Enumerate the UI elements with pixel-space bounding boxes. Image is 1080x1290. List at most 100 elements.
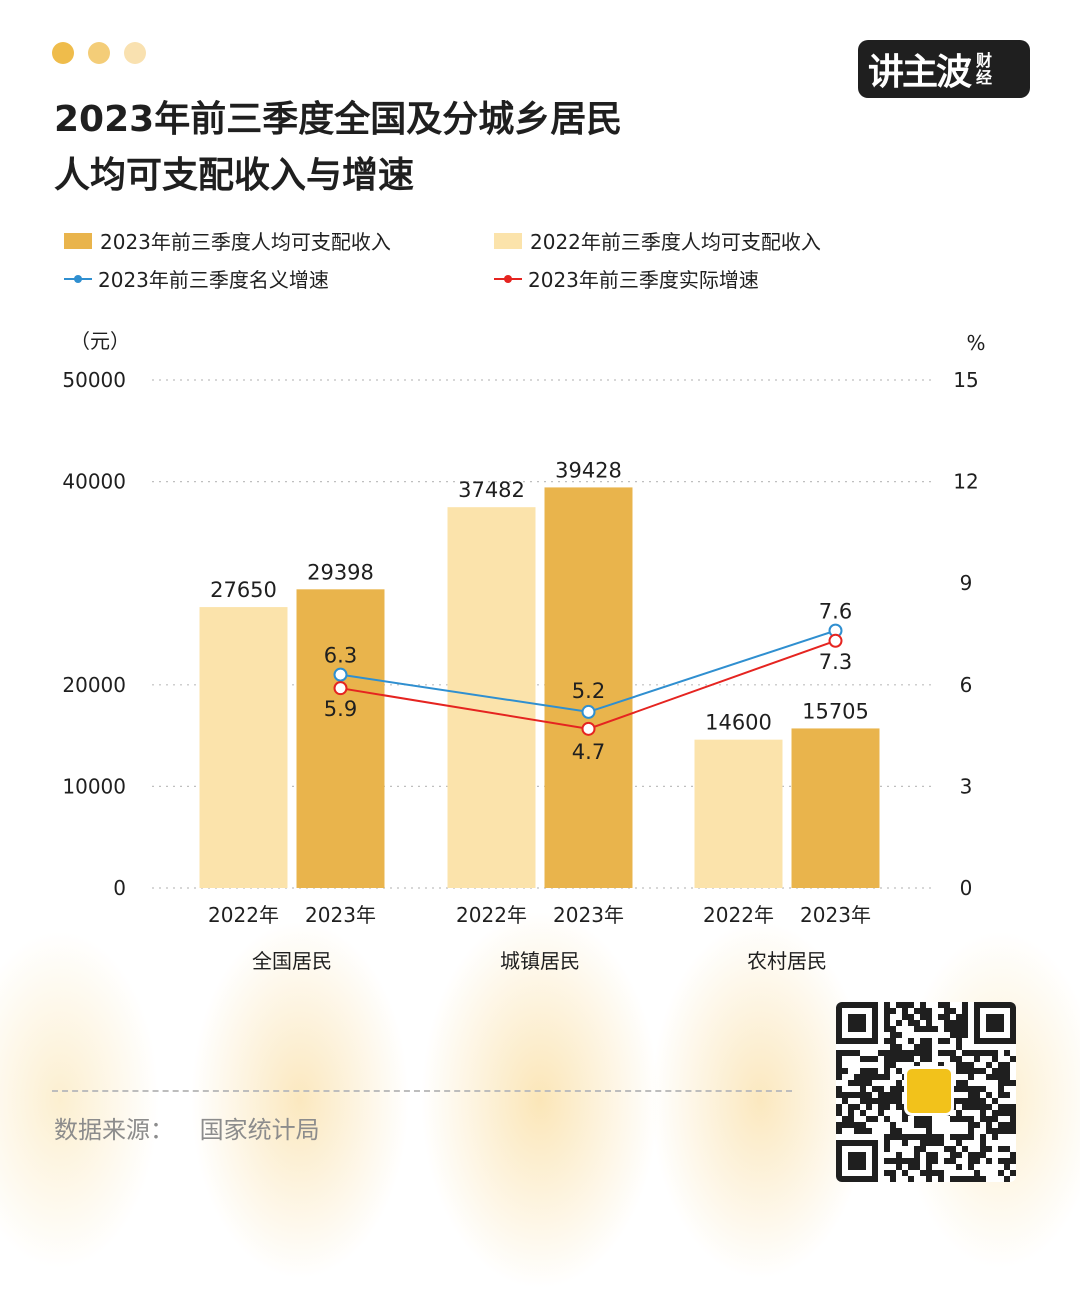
qr-module [854,1080,860,1086]
qr-module [920,1170,926,1176]
qr-module [932,1170,938,1176]
qr-module [896,1092,902,1098]
qr-module [896,1164,902,1170]
qr-module [944,1020,950,1026]
qr-module [908,1002,914,1008]
qr-module [890,1098,896,1104]
qr-module [848,1122,854,1128]
qr-module [962,1068,968,1074]
real-growth-point [333,681,348,696]
qr-module [998,1104,1004,1110]
bar-2023-value-label: 15705 [802,699,869,723]
nominal-growth-point [333,667,348,682]
qr-module [956,1044,962,1050]
qr-module [842,1116,848,1122]
qr-module [848,1116,854,1122]
qr-module [866,1080,872,1086]
qr-module [902,1008,908,1014]
bar-2022-value-label: 27650 [210,578,277,602]
qr-module [914,1122,920,1128]
qr-module [998,1074,1004,1080]
qr-module [956,1176,962,1182]
qr-module [1010,1170,1016,1176]
qr-module [890,1170,896,1176]
qr-module [890,1056,896,1062]
qr-module [926,1038,932,1044]
qr-module [974,1176,980,1182]
qr-module [998,1068,1004,1074]
legend-item-bar-2022: 2022年前三季度人均可支配收入 [494,226,821,255]
qr-module [1004,1158,1010,1164]
qr-module [902,1158,908,1164]
qr-module [872,1086,878,1092]
qr-module [1004,1146,1010,1152]
legend-label-bar-2022: 2022年前三季度人均可支配收入 [530,230,821,254]
qr-module [938,1176,944,1182]
qr-module [860,1068,866,1074]
qr-module [968,1098,974,1104]
qr-module [908,1050,914,1056]
qr-module [974,1122,980,1128]
qr-module [950,1146,956,1152]
qr-module [926,1050,932,1056]
qr-module [914,1158,920,1164]
qr-module [878,1086,884,1092]
qr-module [920,1140,926,1146]
legend-item-real: 2023年前三季度实际增速 [494,264,759,293]
qr-module [944,1026,950,1032]
qr-module [962,1098,968,1104]
qr-module [896,1002,902,1008]
qr-module [890,1008,896,1014]
qr-module [890,1044,896,1050]
qr-module [938,1062,944,1068]
qr-module [986,1104,992,1110]
qr-module [860,1092,866,1098]
qr-module [914,1146,920,1152]
qr-module [986,1158,992,1164]
qr-module [968,1176,974,1182]
qr-module [926,1014,932,1020]
qr-module [956,1098,962,1104]
qr-module [866,1068,872,1074]
qr-module [926,1044,932,1050]
qr-module [950,1152,956,1158]
qr-module [896,1128,902,1134]
qr-module [962,1014,968,1020]
qr-module [932,1134,938,1140]
qr-module [908,1056,914,1062]
right-tick-label: 15 [953,368,978,392]
real-growth-label: 7.3 [819,650,852,674]
qr-module [878,1050,884,1056]
qr-module [920,1056,926,1062]
qr-module [884,1146,890,1152]
qr-module [878,1098,884,1104]
qr-module [836,1056,842,1062]
qr-module [860,1128,866,1134]
qr-module [890,1050,896,1056]
qr-module [926,1134,932,1140]
nominal-growth-point [581,704,596,719]
qr-finder [986,1014,1004,1032]
qr-module [956,1062,962,1068]
qr-module [908,1134,914,1140]
qr-module [866,1104,872,1110]
qr-module [974,1104,980,1110]
qr-module [848,1050,854,1056]
qr-module [866,1056,872,1062]
bar-2023 [791,728,880,888]
qr-module [968,1104,974,1110]
qr-module [1010,1056,1016,1062]
qr-module [992,1074,998,1080]
qr-module [926,1008,932,1014]
qr-module [914,1008,920,1014]
qr-module [920,1008,926,1014]
qr-module [1010,1080,1016,1086]
footer-divider [52,1090,792,1092]
qr-module [836,1086,842,1092]
qr-module [848,1110,854,1116]
qr-module [956,1014,962,1020]
logo-main-text: 讲主波 [868,52,972,93]
qr-module [1004,1080,1010,1086]
left-tick-label: 0 [113,876,126,900]
qr-module [986,1092,992,1098]
